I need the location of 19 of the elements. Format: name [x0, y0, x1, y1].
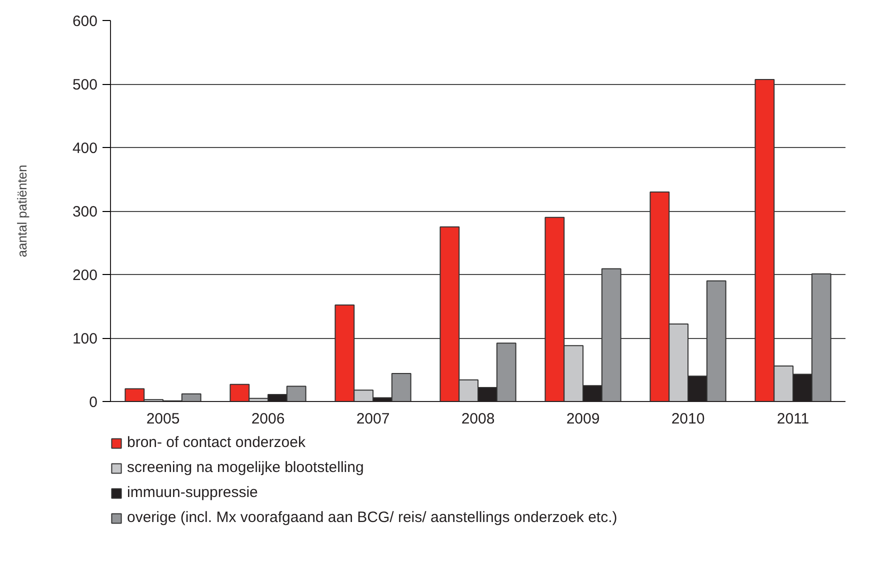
- x-tick-label: 2011: [776, 410, 810, 428]
- y-tick-label: 300: [72, 204, 98, 220]
- x-tick-label: 2005: [146, 410, 180, 428]
- legend-label: screening na mogelijke blootstelling: [127, 459, 364, 476]
- y-tick-label: 600: [72, 13, 98, 30]
- x-tick-label: 2010: [671, 410, 705, 428]
- y-tick-label: 500: [72, 76, 98, 94]
- x-tick-label: 2009: [566, 410, 600, 428]
- legend-label: immuun-suppressie: [127, 484, 258, 501]
- x-tick-label: 2006: [251, 410, 285, 428]
- legend-label: bron- of contact onderzoek: [127, 434, 306, 451]
- y-tick-label: 400: [72, 140, 98, 157]
- x-tick-label: 2008: [461, 410, 495, 428]
- legend-label: overige (incl. Mx voorafgaand aan BCG/ reis/ aanstellings onderzoek etc.): [127, 509, 618, 526]
- y-tick-label: 200: [72, 267, 98, 284]
- x-tick-label: 2007: [356, 410, 390, 428]
- y-tick-label: 0: [89, 394, 98, 411]
- y-tick-label: 100: [72, 330, 98, 348]
- y-axis-title: aantal patiënten: [14, 164, 30, 258]
